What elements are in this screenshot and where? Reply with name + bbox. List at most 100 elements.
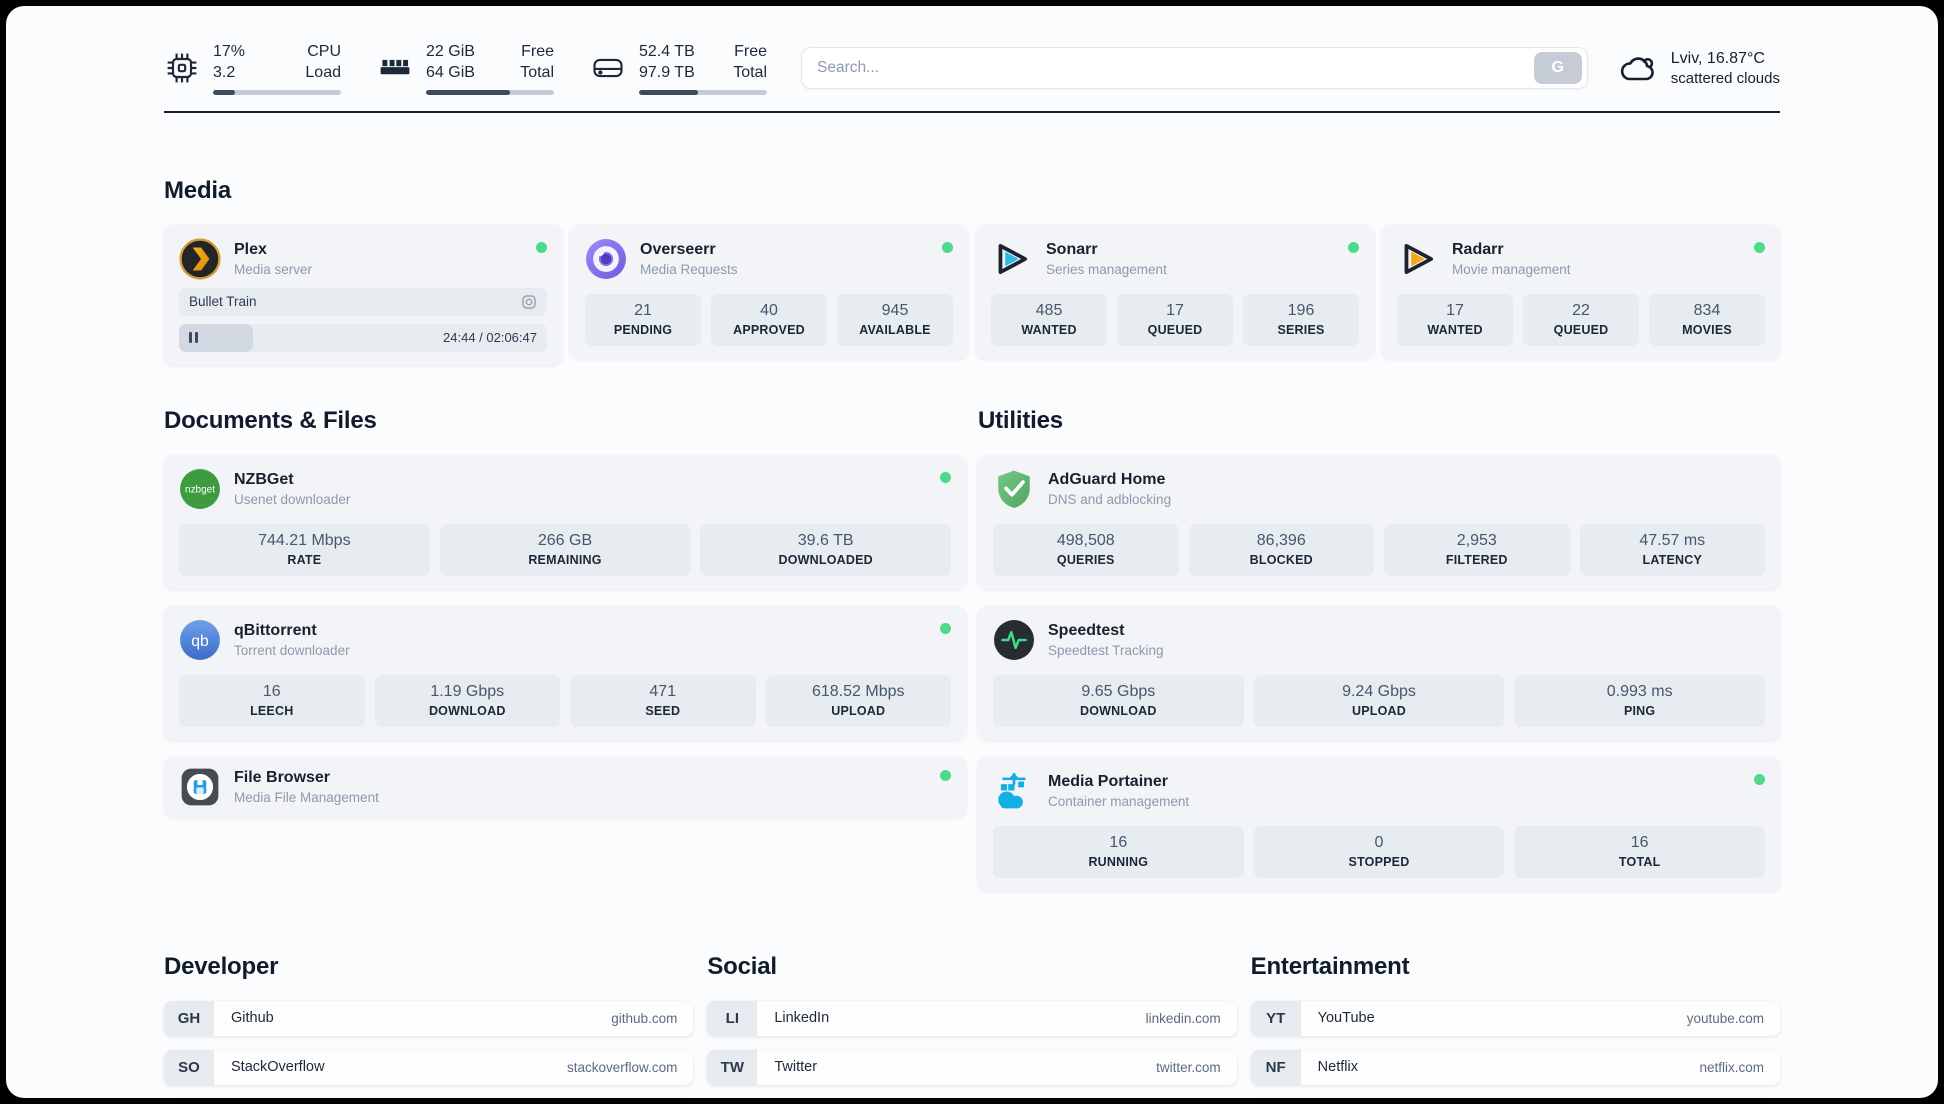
app-name: AdGuard Home — [1048, 470, 1166, 488]
bookmark-row-youtube[interactable]: YT YouTube youtube.com — [1250, 1000, 1780, 1036]
bookmark-abbr: NF — [1250, 1049, 1301, 1085]
bookmark-name: Netflix — [1317, 1059, 1358, 1076]
stat-box-wanted: 17 WANTED — [1397, 293, 1513, 346]
memory-total-value: 64 GiB — [426, 63, 475, 81]
stat-label: TOTAL — [1618, 854, 1661, 869]
stat-label: UPLOAD — [831, 703, 886, 718]
status-dot — [1754, 241, 1765, 253]
stat-box-upload: 618.52 Mbps UPLOAD — [765, 674, 951, 727]
disk-free-value: 52.4 TB — [639, 43, 695, 60]
app-card-filebrowser[interactable]: File Browser Media File Management — [164, 756, 966, 817]
bookmark-abbr: LI — [707, 1000, 758, 1036]
bookmark-row-netflix[interactable]: NF Netflix netflix.com — [1250, 1049, 1780, 1085]
stat-box-movies: 834 MOVIES — [1649, 293, 1765, 346]
bookmark-name: Github — [231, 1010, 274, 1027]
weather-widget: Lviv, 16.87°C scattered clouds — [1618, 48, 1780, 88]
bookmark-row-github[interactable]: GH Github github.com — [164, 1000, 694, 1036]
app-card-sonarr[interactable]: Sonarr Series management 485 WANTED 17 Q… — [976, 224, 1374, 359]
stat-label: BLOCKED — [1249, 552, 1313, 567]
stat-label: WANTED — [1021, 322, 1077, 337]
now-playing-row: Bullet Train — [179, 287, 547, 316]
app-card-portainer[interactable]: Media Portainer Container management 16 … — [978, 756, 1780, 891]
disk-progressbar — [639, 89, 767, 95]
stat-box-pending: 21 PENDING — [585, 293, 701, 346]
stat-value: 47.57 ms — [1639, 531, 1706, 549]
portainer-icon — [998, 772, 1026, 808]
dashboard-page: 17% 3.2 CPU Load — [6, 6, 1938, 1098]
bookmark-row-twitter[interactable]: TW Twitter twitter.com — [707, 1049, 1237, 1085]
stat-value: 17 — [1446, 301, 1464, 319]
app-name: Sonarr — [1046, 240, 1098, 258]
stat-box-downloaded: 39.6 TB DOWNLOADED — [700, 523, 951, 576]
app-card-nzbget[interactable]: nzbget NZBGet Usenet downloader 744.21 M… — [164, 454, 966, 589]
stat-label: MOVIES — [1682, 322, 1732, 337]
stat-box-total: 16 TOTAL — [1514, 825, 1765, 878]
stat-label: WANTED — [1427, 322, 1483, 337]
stat-box-filtered: 2,953 FILTERED — [1384, 523, 1570, 576]
stat-value: 17 — [1166, 301, 1184, 319]
disk-free-label: Free — [734, 43, 767, 60]
app-desc: Series management — [1046, 261, 1167, 277]
bookmark-name: LinkedIn — [774, 1010, 830, 1027]
stat-label: DOWNLOAD — [428, 703, 506, 718]
app-desc: Torrent downloader — [234, 642, 350, 658]
cpu-load-label: Load — [305, 63, 341, 81]
stat-label: FILTERED — [1445, 552, 1508, 567]
app-card-adguard[interactable]: AdGuard Home DNS and adblocking 498,508 … — [978, 454, 1780, 589]
app-card-speedtest[interactable]: Speedtest Speedtest Tracking 9.65 Gbps D… — [978, 605, 1780, 740]
bookmark-row-stackoverflow[interactable]: SO StackOverflow stackoverflow.com — [164, 1049, 694, 1085]
session-icon — [522, 294, 536, 309]
cpu-icon — [167, 53, 197, 83]
stat-value: 618.52 Mbps — [811, 682, 905, 700]
status-dot — [1754, 773, 1765, 785]
app-name: Overseerr — [640, 240, 716, 258]
stat-value: 0 — [1374, 833, 1384, 851]
search-bar: G — [801, 47, 1588, 90]
adguard-icon — [998, 470, 1030, 508]
app-card-overseerr[interactable]: Overseerr Media Requests 21 PENDING 40 A… — [570, 224, 968, 359]
bookmark-abbr: YT — [1250, 1000, 1301, 1036]
search-input[interactable] — [817, 59, 1534, 78]
stat-value: 744.21 Mbps — [258, 531, 351, 549]
stat-label: DOWNLOAD — [1080, 703, 1157, 718]
bookmark-url: twitter.com — [1156, 1059, 1221, 1075]
app-card-radarr[interactable]: Radarr Movie management 17 WANTED 22 QUE… — [1382, 224, 1780, 359]
stat-box-queued: 17 QUEUED — [1117, 293, 1233, 346]
memory-free-value: 22 GiB — [426, 43, 475, 60]
stat-value: 485 — [1035, 301, 1063, 319]
bookmark-name: StackOverflow — [231, 1059, 325, 1076]
app-desc: Media Requests — [640, 261, 738, 277]
bookmarks-developer: Developer GH Github github.com SO StackO… — [164, 953, 694, 1098]
stat-box-remaining: 266 GB REMAINING — [439, 523, 691, 576]
disk-total-value: 97.9 TB — [639, 63, 695, 81]
stat-label: RUNNING — [1088, 854, 1149, 869]
disk-total-label: Total — [733, 63, 767, 81]
stat-label: QUERIES — [1056, 552, 1115, 567]
memory-total-label: Total — [520, 63, 554, 81]
stat-box-ping: 0.993 ms PING — [1514, 674, 1765, 727]
stat-label: QUEUED — [1553, 322, 1609, 337]
stat-label: UPLOAD — [1352, 703, 1406, 718]
stat-value: 2,953 — [1456, 531, 1497, 549]
app-card-qbittorrent[interactable]: qb qBittorrent Torrent downloader 16 — [164, 605, 966, 740]
stat-label: PENDING — [613, 322, 673, 337]
stat-label: SERIES — [1277, 322, 1325, 337]
bookmark-row-linkedin[interactable]: LI LinkedIn linkedin.com — [707, 1000, 1237, 1036]
bookmark-url: stackoverflow.com — [567, 1059, 678, 1075]
stat-label: APPROVED — [733, 322, 805, 337]
status-dot — [940, 769, 951, 781]
bookmark-name: Twitter — [774, 1059, 818, 1076]
memory-icon — [380, 60, 410, 75]
stat-box-latency: 47.57 ms LATENCY — [1579, 523, 1765, 576]
memory-free-label: Free — [521, 43, 554, 60]
stat-label: SEED — [645, 703, 681, 718]
cpu-stat: 17% 3.2 CPU Load — [164, 42, 341, 95]
app-desc: Usenet downloader — [234, 491, 351, 507]
speedtest-icon — [994, 619, 1034, 660]
search-engine-button[interactable]: G — [1533, 52, 1582, 85]
stat-box-blocked: 86,396 BLOCKED — [1188, 523, 1374, 576]
section-title-utilities: Utilities — [978, 406, 1063, 434]
app-card-plex[interactable]: Plex Media server Bullet Train — [164, 224, 562, 365]
bookmark-abbr: SO — [164, 1049, 214, 1085]
stat-value: 471 — [649, 682, 677, 700]
